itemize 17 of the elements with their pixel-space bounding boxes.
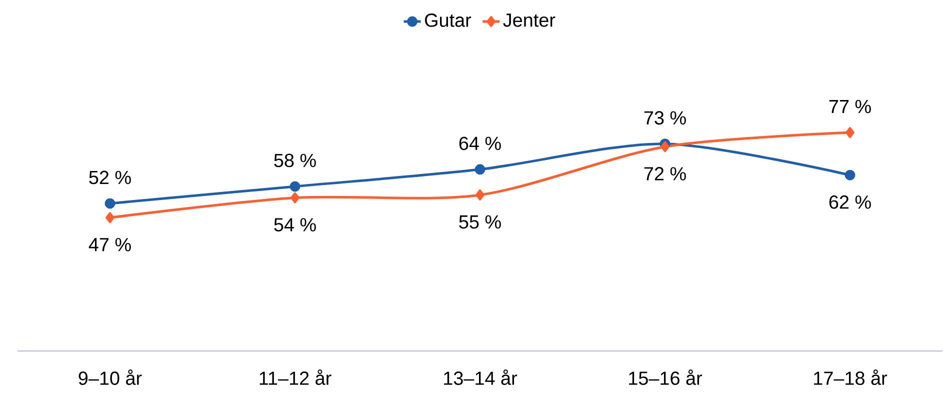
data-label: 77 %	[829, 100, 871, 114]
x-tick-label: 9–10 år	[78, 370, 142, 385]
x-tick-label: 17–18 år	[814, 370, 888, 385]
data-label: 47 %	[88, 238, 131, 252]
data-label: 52 %	[89, 170, 131, 184]
data-label: 64 %	[459, 136, 501, 150]
legend-label: Jenter	[503, 14, 556, 27]
legend-label: Gutar	[424, 14, 472, 27]
data-label: 54 %	[274, 218, 316, 232]
data-label: 73 %	[644, 111, 686, 125]
x-tick-label: 13–14 år	[444, 370, 518, 385]
x-tick-label: 15–16 år	[629, 370, 702, 385]
data-label: 62 %	[829, 195, 871, 209]
x-tick-label: 11–12 år	[260, 370, 332, 385]
data-label: 55 %	[459, 215, 501, 229]
data-label: 58 %	[274, 154, 316, 168]
data-label: 72 %	[644, 167, 686, 180]
